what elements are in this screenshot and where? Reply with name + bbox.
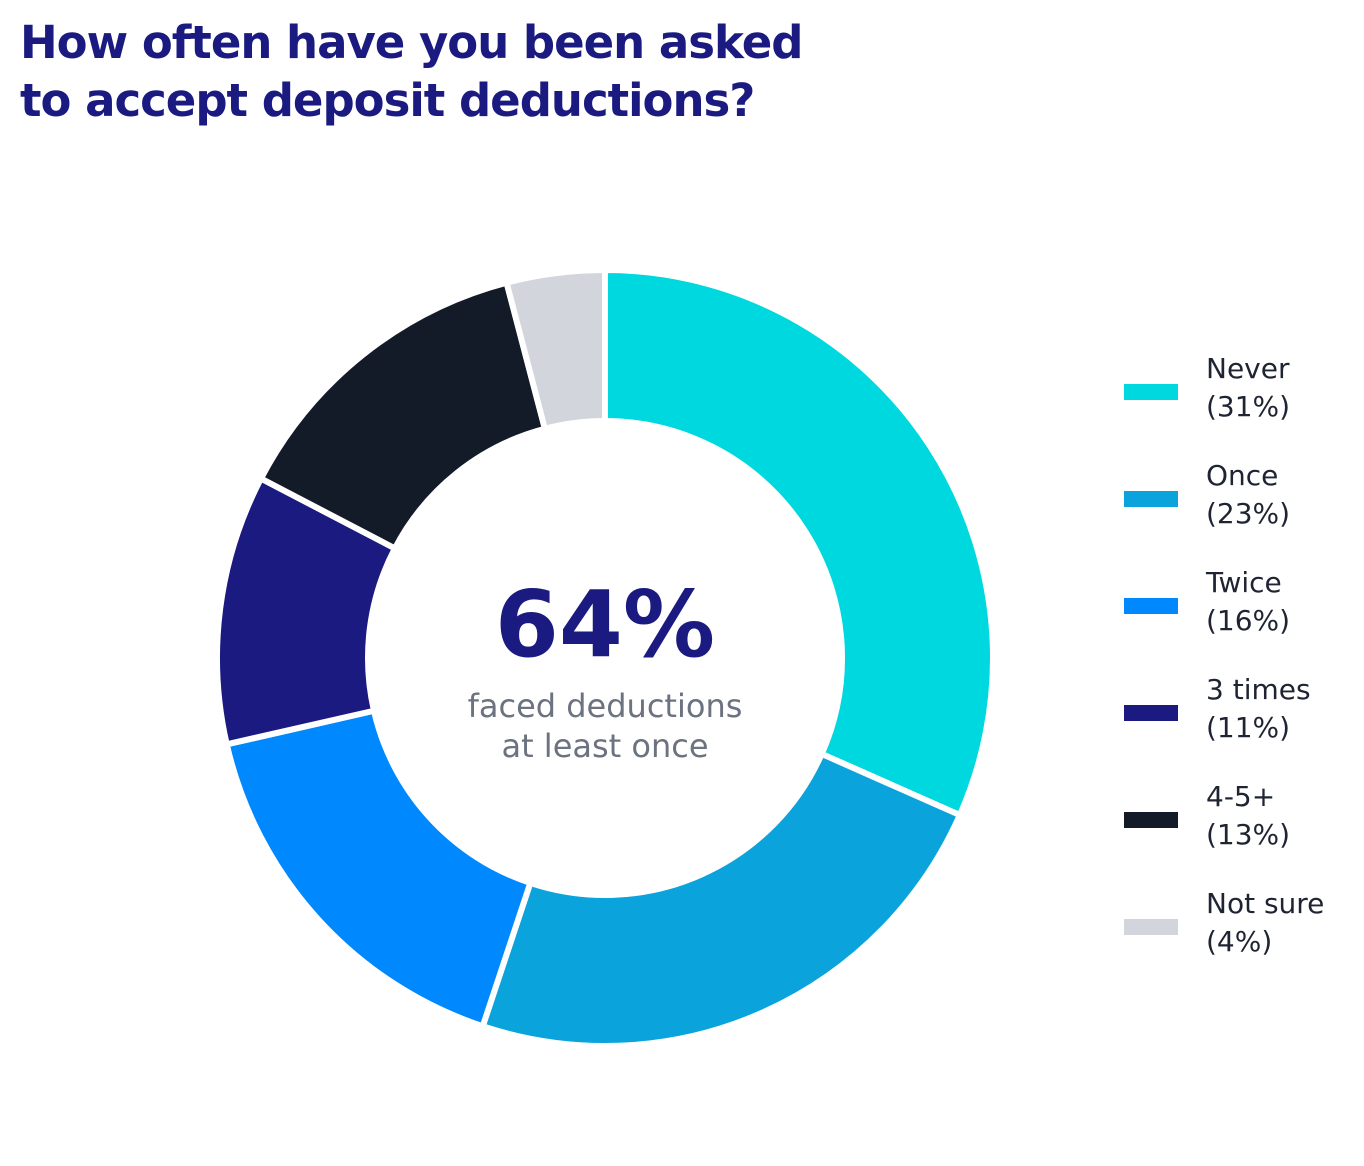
legend-value-once: (23%) bbox=[1206, 497, 1291, 530]
legend-value-4-5-plus: (13%) bbox=[1206, 818, 1291, 851]
legend-label-3-times: 3 times (11%) bbox=[1206, 671, 1311, 747]
center-caption: faced deductions at least once bbox=[405, 686, 805, 766]
legend-item-twice: Twice (16%) bbox=[1124, 564, 1364, 671]
legend-value-twice: (16%) bbox=[1206, 604, 1291, 637]
legend-label-4-5-plus: 4-5+ (13%) bbox=[1206, 778, 1290, 854]
legend-category-once: Once bbox=[1206, 459, 1279, 492]
legend-item-3-times: 3 times (11%) bbox=[1124, 671, 1364, 778]
legend-item-4-5-plus: 4-5+ (13%) bbox=[1124, 778, 1364, 885]
donut-slice-never bbox=[602, 266, 996, 820]
legend-label-once: Once (23%) bbox=[1206, 457, 1290, 533]
center-caption-line-2: at least once bbox=[501, 727, 709, 765]
legend-item-not-sure: Not sure (4%) bbox=[1124, 885, 1364, 992]
legend-value-3-times: (11%) bbox=[1206, 711, 1291, 744]
chart-title-line-1: How often have you been asked bbox=[20, 16, 803, 69]
legend-swatch-twice bbox=[1124, 598, 1178, 614]
legend-category-never: Never bbox=[1206, 352, 1290, 385]
donut-slice-once bbox=[478, 749, 964, 1049]
legend-value-never: (31%) bbox=[1206, 390, 1291, 423]
legend-label-twice: Twice (16%) bbox=[1206, 564, 1290, 640]
legend: Never (31%) Once (23%) Twice (16%) 3 tim… bbox=[1124, 350, 1364, 992]
legend-swatch-never bbox=[1124, 384, 1178, 400]
donut-slice-twice bbox=[223, 707, 535, 1031]
legend-item-once: Once (23%) bbox=[1124, 457, 1364, 564]
legend-category-3-times: 3 times bbox=[1206, 673, 1311, 706]
legend-category-twice: Twice bbox=[1206, 566, 1282, 599]
legend-value-not-sure: (4%) bbox=[1206, 925, 1273, 958]
legend-category-4-5-plus: 4-5+ bbox=[1206, 780, 1276, 813]
legend-swatch-3-times bbox=[1124, 705, 1178, 721]
center-percentage: 64% bbox=[494, 571, 716, 678]
chart-title-line-2: to accept deposit deductions? bbox=[20, 74, 755, 127]
legend-swatch-not-sure bbox=[1124, 919, 1178, 935]
legend-label-not-sure: Not sure (4%) bbox=[1206, 885, 1324, 961]
donut-slice-not-sure bbox=[502, 266, 608, 433]
legend-category-not-sure: Not sure bbox=[1206, 887, 1325, 920]
legend-label-never: Never (31%) bbox=[1206, 350, 1290, 426]
center-caption-line-1: faced deductions bbox=[467, 687, 743, 725]
legend-swatch-4-5-plus bbox=[1124, 812, 1178, 828]
legend-swatch-once bbox=[1124, 491, 1178, 507]
chart-title: How often have you been asked to accept … bbox=[20, 14, 920, 130]
legend-item-never: Never (31%) bbox=[1124, 350, 1364, 457]
